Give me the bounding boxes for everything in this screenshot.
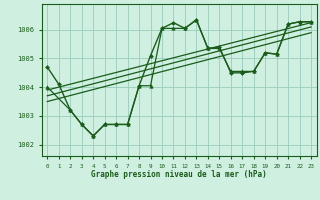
X-axis label: Graphe pression niveau de la mer (hPa): Graphe pression niveau de la mer (hPa) bbox=[91, 170, 267, 179]
